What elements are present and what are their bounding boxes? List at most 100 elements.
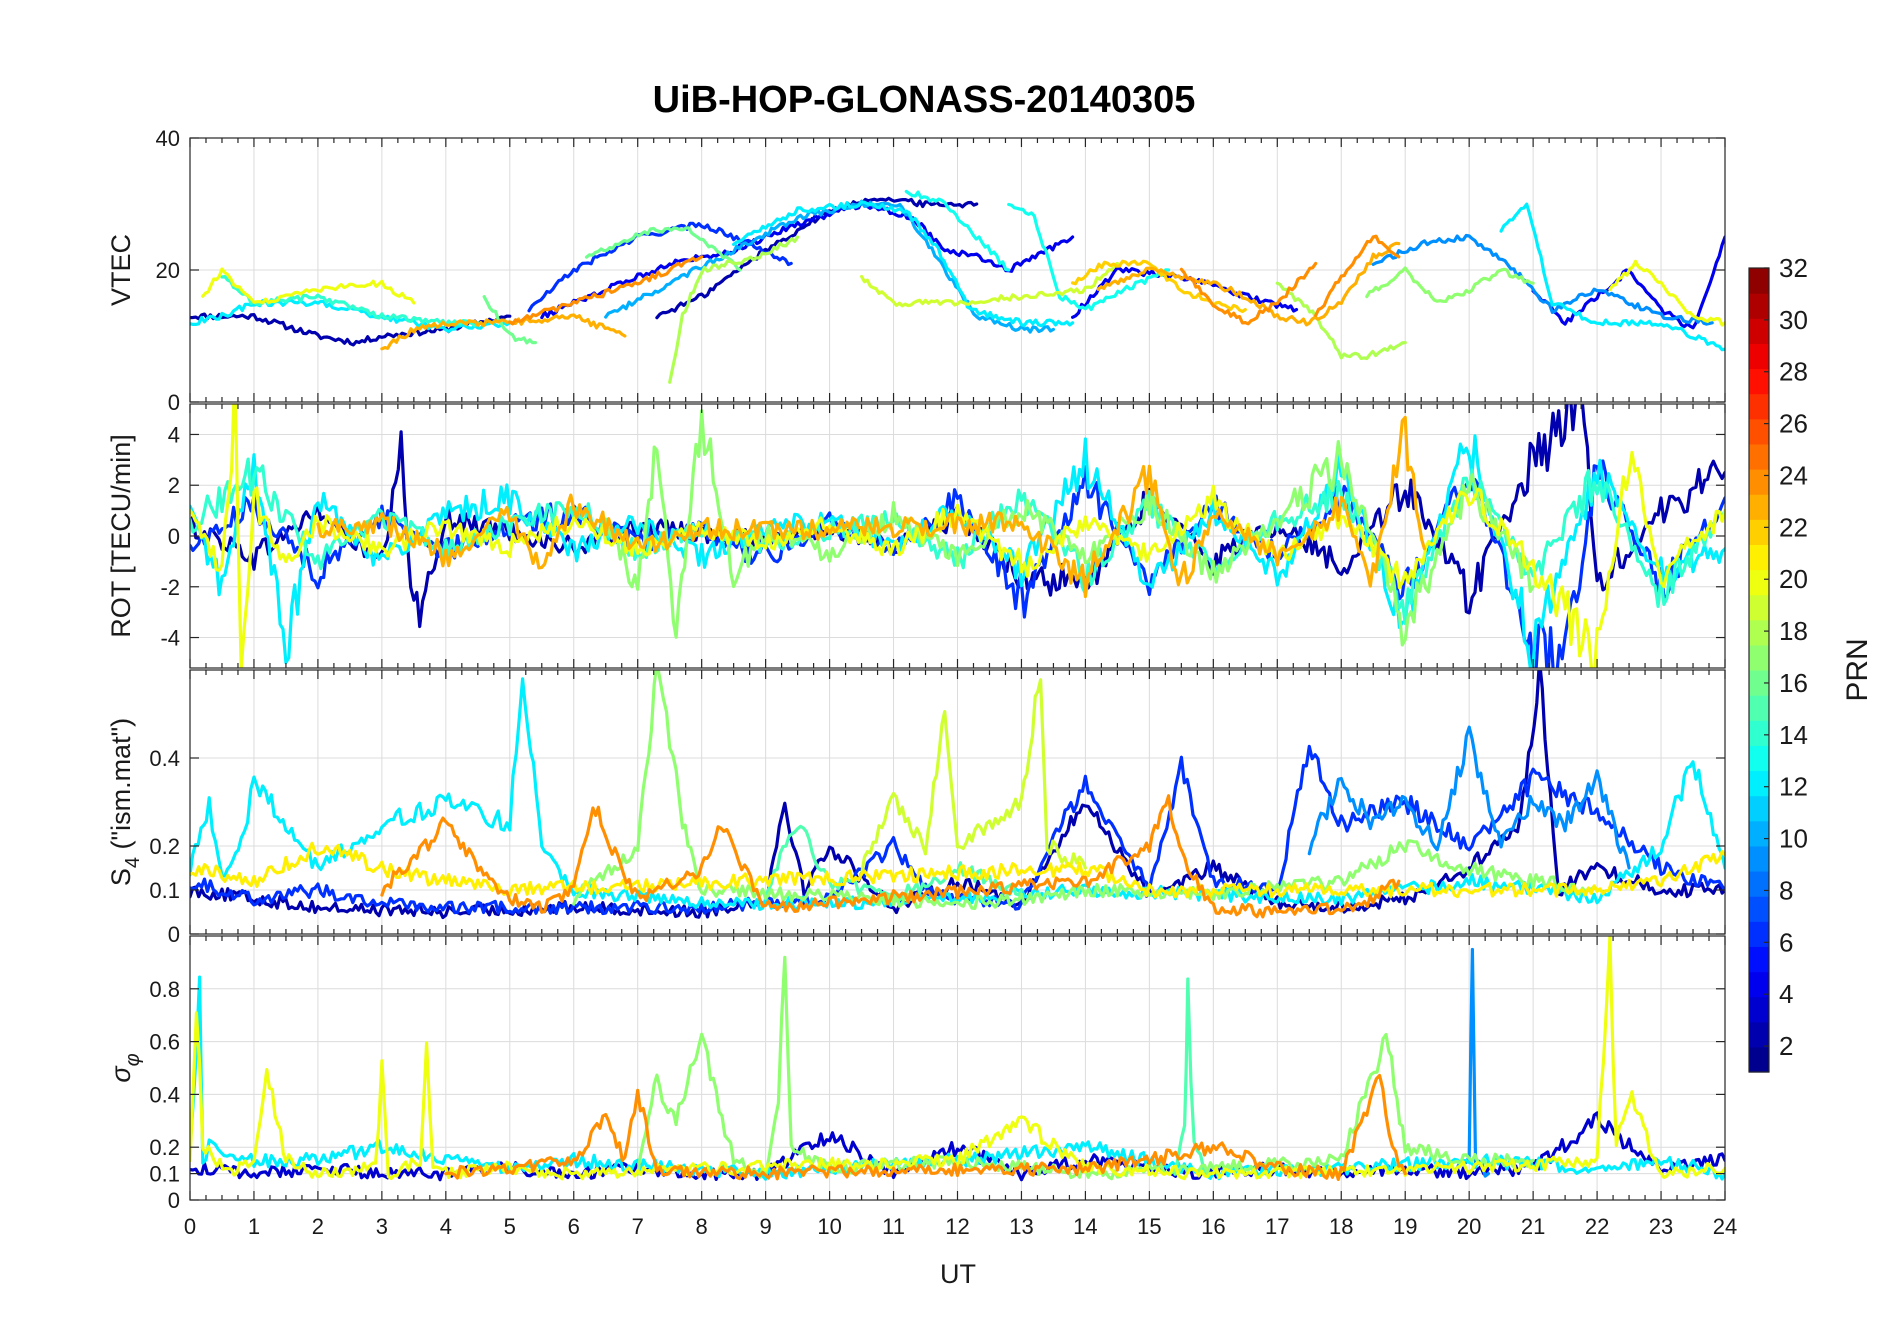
y-tick-label: 0.4 bbox=[149, 746, 180, 771]
trace-prn-19 bbox=[860, 261, 1119, 308]
x-tick-label: 3 bbox=[376, 1214, 388, 1239]
trace-prn-22 bbox=[1071, 259, 1247, 314]
colorbar-tick-label: 8 bbox=[1779, 875, 1793, 905]
x-tick-label: 10 bbox=[817, 1214, 841, 1239]
trace-prn-16 bbox=[482, 295, 537, 345]
x-tick-label: 1 bbox=[248, 1214, 260, 1239]
trace-prn-18 bbox=[1275, 281, 1407, 361]
trace-prn-20 bbox=[1608, 259, 1725, 327]
colorbar-frame bbox=[1748, 267, 1770, 1073]
y-tick-label: 20 bbox=[156, 258, 180, 283]
y-axis-label: S4 ("ism.mat") bbox=[106, 718, 144, 886]
x-tick-label: 22 bbox=[1585, 1214, 1609, 1239]
colorbar-tick-label: 6 bbox=[1779, 927, 1793, 957]
colorbar-swatch bbox=[1749, 745, 1769, 772]
panel-2: -4 -2 0 2 4 ROT [TECU/min] bbox=[106, 403, 1726, 669]
y-tick-label: 0 bbox=[168, 390, 180, 415]
trace-prn-24 bbox=[508, 255, 704, 326]
x-tick-label: 18 bbox=[1329, 1214, 1353, 1239]
y-axis-label: VTEC bbox=[106, 234, 136, 306]
colorbar-swatch bbox=[1749, 845, 1769, 872]
y-tick-label: 0.8 bbox=[149, 977, 180, 1002]
trace-prn-9 bbox=[1371, 233, 1714, 326]
y-tick-label: 0.1 bbox=[149, 878, 180, 903]
x-tick-label: 14 bbox=[1073, 1214, 1097, 1239]
trace-prn-13 bbox=[904, 189, 1011, 272]
trace-prn-17 bbox=[572, 670, 1599, 910]
colorbar-swatch bbox=[1749, 469, 1769, 495]
trace-prn-9 bbox=[1307, 725, 1631, 870]
y-tick-label: 0.1 bbox=[149, 1162, 180, 1187]
x-tick-label: 17 bbox=[1265, 1214, 1289, 1239]
x-tick-label: 7 bbox=[632, 1214, 644, 1239]
colorbar-swatch bbox=[1749, 569, 1769, 596]
trace-prn-2 bbox=[190, 670, 1725, 920]
colorbar-swatch bbox=[1749, 795, 1769, 822]
x-tick-label: 2 bbox=[312, 1214, 324, 1239]
trace-prn-15 bbox=[1173, 977, 1209, 1176]
trace-prn-12 bbox=[732, 200, 1075, 328]
x-tick-label: 16 bbox=[1201, 1214, 1225, 1239]
colorbar-label: PRN bbox=[1841, 638, 1874, 701]
y-tick-label: 0.2 bbox=[149, 834, 180, 859]
x-tick-label: 21 bbox=[1521, 1214, 1545, 1239]
colorbar-tick-label: 22 bbox=[1779, 512, 1808, 542]
chart-title: UiB-HOP-GLONASS-20140305 bbox=[653, 79, 1196, 121]
colorbar-swatch bbox=[1749, 494, 1769, 520]
trace-prn-24 bbox=[380, 794, 1401, 919]
colorbar-swatch bbox=[1749, 268, 1769, 294]
x-tick-label: 19 bbox=[1393, 1214, 1417, 1239]
colorbar-swatch bbox=[1749, 921, 1769, 947]
colorbar-swatch bbox=[1749, 770, 1769, 797]
colorbar-tick-label: 30 bbox=[1779, 305, 1808, 335]
colorbar-swatch bbox=[1749, 519, 1769, 545]
trace-prn-23 bbox=[316, 415, 1426, 599]
y-tick-label: 0 bbox=[168, 922, 180, 947]
colorbar-swatch bbox=[1749, 871, 1769, 897]
colorbar-tick-label: 20 bbox=[1779, 564, 1808, 594]
x-tick-label: 24 bbox=[1713, 1214, 1737, 1239]
y-tick-label: 2 bbox=[168, 473, 180, 498]
colorbar-swatch bbox=[1749, 318, 1769, 344]
trace-prn-12 bbox=[190, 975, 1725, 1181]
y-tick-label: 40 bbox=[156, 126, 180, 151]
colorbar-tick-label: 26 bbox=[1779, 409, 1808, 439]
x-tick-label: 15 bbox=[1137, 1214, 1161, 1239]
y-tick-label: -2 bbox=[160, 575, 180, 600]
colorbar-swatch bbox=[1749, 720, 1769, 746]
colorbar-swatch bbox=[1749, 896, 1769, 922]
y-axis-label: σφ bbox=[106, 1053, 144, 1082]
trace-prn-21 bbox=[190, 841, 1725, 899]
colorbar-tick-label: 10 bbox=[1779, 824, 1808, 854]
colorbar-swatch bbox=[1749, 996, 1769, 1023]
trace-prn-17 bbox=[1365, 266, 1535, 303]
x-tick-label: 9 bbox=[760, 1214, 772, 1239]
colorbar-swatch bbox=[1749, 670, 1769, 696]
y-axis-label: ROT [TECU/min] bbox=[106, 434, 136, 638]
trace-prn-24 bbox=[1179, 261, 1318, 326]
trace-prn-20 bbox=[201, 267, 416, 305]
trace-prn-23 bbox=[380, 313, 627, 351]
trace-prn-9 bbox=[1454, 947, 1490, 1178]
x-tick-label: 5 bbox=[504, 1214, 516, 1239]
traces bbox=[190, 670, 1725, 920]
colorbar-tick-label: 14 bbox=[1779, 720, 1808, 750]
colorbar-swatch bbox=[1749, 971, 1769, 998]
y-tick-label: 0.6 bbox=[149, 1030, 180, 1055]
colorbar-swatch bbox=[1749, 619, 1769, 646]
trace-prn-24 bbox=[1314, 234, 1401, 317]
colorbar-tick-label: 12 bbox=[1779, 772, 1808, 802]
trace-prn-16 bbox=[584, 226, 742, 272]
x-tick-label: 11 bbox=[882, 1214, 905, 1239]
trace-prn-23 bbox=[1096, 241, 1401, 327]
colorbar-swatch bbox=[1749, 443, 1769, 470]
trace-prn-10 bbox=[604, 199, 1055, 334]
trace-prn-18 bbox=[668, 235, 800, 384]
x-tick-label: 13 bbox=[1009, 1214, 1033, 1239]
colorbar-swatch bbox=[1749, 1021, 1769, 1048]
colorbar-tick-label: 24 bbox=[1779, 460, 1808, 490]
trace-prn-24 bbox=[444, 1073, 1407, 1181]
